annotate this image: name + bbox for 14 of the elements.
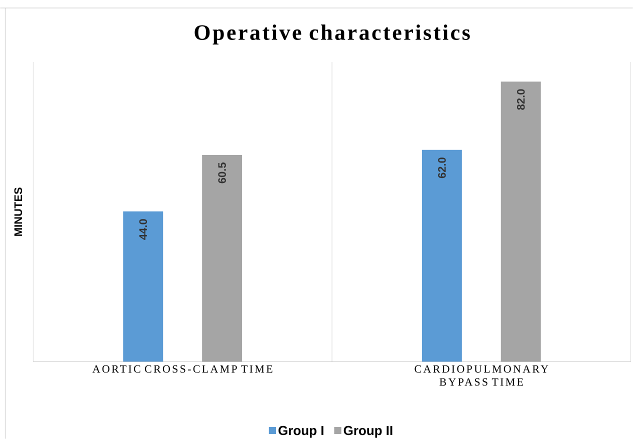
legend-label: Group I — [278, 426, 324, 438]
y-axis-title: MINUTES — [14, 188, 22, 236]
bar — [500, 82, 541, 362]
x-tick-label: AORTIC CROSS-CLAMP TIME — [92, 366, 272, 373]
data-label: 44.0 — [139, 219, 148, 240]
data-label: 62.0 — [438, 158, 446, 178]
legend-label: Group II — [344, 426, 392, 438]
bar — [422, 150, 462, 362]
bar — [123, 212, 164, 362]
chart-title: Operative characteristics — [194, 24, 470, 45]
bar — [202, 155, 242, 362]
data-label: 82.0 — [517, 89, 525, 110]
x-tick-label: CARDIOPULMONARY BYPASS TIME — [414, 366, 548, 386]
data-label: 60.5 — [218, 162, 226, 184]
